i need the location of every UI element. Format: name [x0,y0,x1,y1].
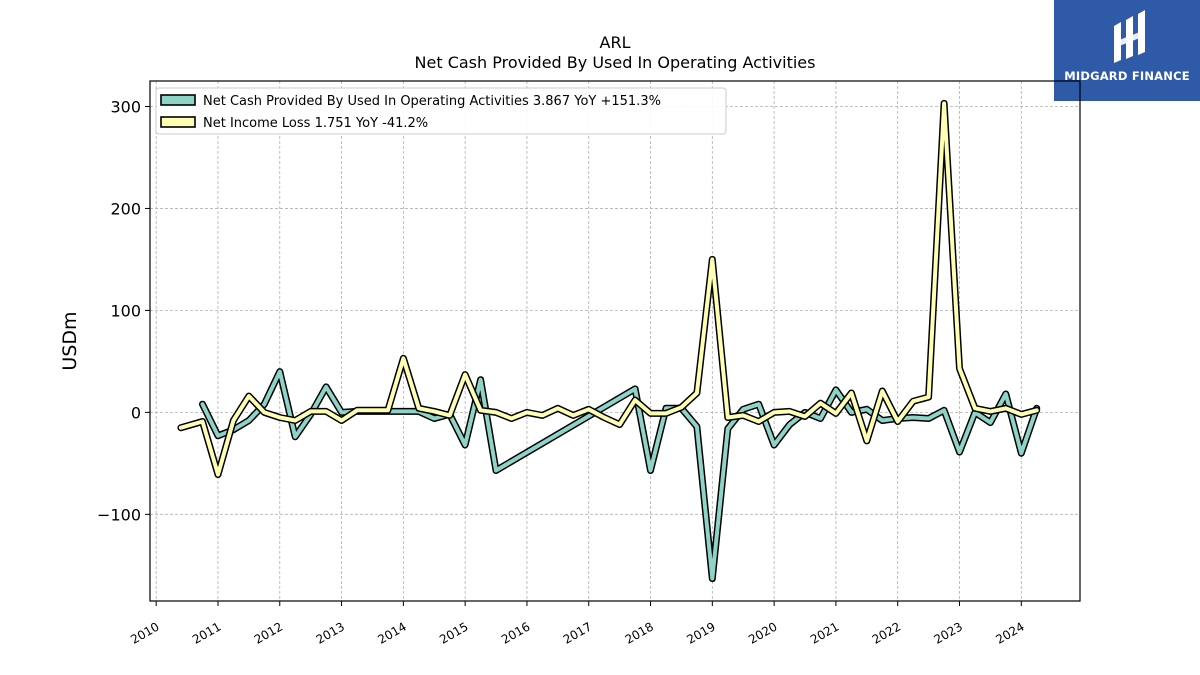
chart-title: ARL [599,33,631,52]
x-tick-label: 2012 [252,619,285,646]
legend-swatch [160,94,196,106]
x-tick-label: 2016 [499,619,532,646]
x-tick-label: 2024 [993,619,1026,646]
legend-swatch [160,116,196,128]
x-tick-label: 2014 [375,619,408,646]
chart-subtitle: Net Cash Provided By Used In Operating A… [414,53,816,72]
x-tick-label: 2011 [190,619,223,646]
x-tick-label: 2013 [314,619,347,646]
x-tick-label: 2018 [623,619,656,646]
x-tick-label: 2023 [932,619,965,646]
x-tick-label: 2020 [746,619,779,646]
x-tick-label: 2019 [684,619,717,646]
legend-label: Net Income Loss 1.751 YoY -41.2% [203,116,428,131]
y-tick-label: 200 [110,199,141,218]
chart-series [177,99,1041,583]
x-tick-label: 2022 [870,619,903,646]
chart-axes: −100 0 100 200 300 2010 2011 2012 2013 2014 2015 20… [97,97,1027,646]
legend-box [155,87,727,135]
y-tick-label: −100 [97,505,141,524]
y-tick-label: 0 [131,403,141,422]
brand-logo-text: MIDGARD FINANCE [1064,69,1190,83]
x-tick-label: 2010 [128,619,161,646]
y-tick-label: 300 [110,97,141,116]
brand-logo: MIDGARD FINANCE [1054,0,1200,101]
plot-frame [149,80,1081,602]
chart-legend: Net Cash Provided By Used In Operating A… [155,87,727,135]
y-tick-label: 100 [110,301,141,320]
legend-label: Net Cash Provided By Used In Operating A… [203,94,661,109]
series-line-1 [178,101,1039,477]
x-tick-label: 2015 [437,619,470,646]
y-axis-label: USDm [59,311,81,370]
x-tick-label: 2017 [561,619,594,646]
logo-mark-icon [1114,10,1145,63]
x-tick-label: 2021 [808,619,841,646]
